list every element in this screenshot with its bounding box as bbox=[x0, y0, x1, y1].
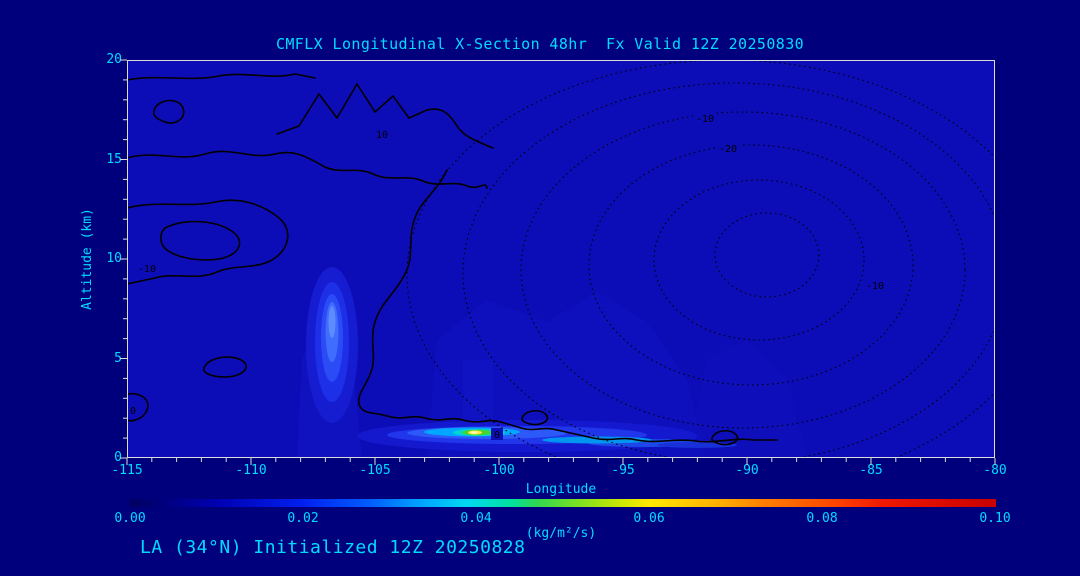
x-tick--90: -90 bbox=[735, 463, 759, 478]
y-tick-0: 0 bbox=[114, 450, 122, 465]
y-tick-5: 5 bbox=[114, 350, 122, 366]
y-tick-15: 15 bbox=[106, 151, 122, 167]
x-axis-label: Longitude bbox=[525, 482, 597, 497]
x-tick--105: -105 bbox=[359, 463, 391, 478]
x-tick--80: -80 bbox=[983, 463, 1007, 478]
contour-label: -10 bbox=[138, 264, 156, 275]
contour-labels: 10 -10 0 0 -10 -20 -10 bbox=[127, 112, 887, 441]
init-annotation: LA (34°N) Initialized 12Z 20250828 bbox=[140, 537, 526, 558]
contour-label: -10 bbox=[866, 281, 884, 292]
colorbar-tick-0.08: 0.08 bbox=[806, 511, 838, 526]
colorbar-tick-0.06: 0.06 bbox=[633, 511, 665, 526]
plot-svg: 10 -10 0 0 -10 -20 -10 bbox=[120, 59, 996, 465]
elevated-plume bbox=[306, 267, 358, 423]
plot-frame bbox=[127, 60, 995, 458]
contour-label: 10 bbox=[376, 130, 388, 141]
x-tick--115: -115 bbox=[111, 463, 143, 478]
contour-label: 0 bbox=[494, 430, 500, 441]
x-tick--95: -95 bbox=[611, 463, 635, 478]
y-axis-label: Altitude (km) bbox=[80, 208, 95, 310]
colorbar-tick-0.02: 0.02 bbox=[287, 511, 319, 526]
contour-label: -20 bbox=[719, 144, 737, 155]
dotted-contours bbox=[406, 60, 995, 458]
colorbar-tick-0.10: 0.10 bbox=[979, 511, 1011, 526]
chart-title: CMFLX Longitudinal X-Section 48hr Fx Val… bbox=[275, 35, 805, 53]
colorbar-units: (kg/m²/s) bbox=[525, 526, 597, 541]
x-tick--85: -85 bbox=[859, 463, 883, 478]
colorbar-tick-0.00: 0.00 bbox=[114, 511, 146, 526]
colorbar-tick-0.04: 0.04 bbox=[460, 511, 492, 526]
y-tick-10: 10 bbox=[106, 251, 122, 266]
plot-area: 10 -10 0 0 -10 -20 -10 bbox=[120, 59, 996, 465]
axis-ticks bbox=[120, 59, 996, 465]
flux-fill-shading bbox=[127, 60, 995, 458]
y-tick-20: 20 bbox=[106, 52, 122, 67]
contour-label: 0 bbox=[130, 406, 136, 417]
x-tick--100: -100 bbox=[483, 463, 515, 478]
solid-contours bbox=[127, 73, 778, 446]
colorbar bbox=[130, 499, 996, 507]
x-tick--110: -110 bbox=[235, 463, 267, 478]
contour-label: -10 bbox=[696, 114, 714, 125]
